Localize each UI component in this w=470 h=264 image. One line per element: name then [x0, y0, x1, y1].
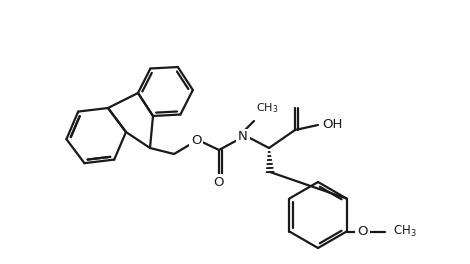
Text: N: N — [238, 130, 248, 144]
Text: O: O — [191, 134, 201, 148]
Text: O: O — [357, 225, 368, 238]
Text: O: O — [214, 176, 224, 188]
Text: CH$_3$: CH$_3$ — [256, 101, 279, 115]
Text: OH: OH — [322, 119, 342, 131]
Text: CH$_3$: CH$_3$ — [392, 224, 416, 239]
